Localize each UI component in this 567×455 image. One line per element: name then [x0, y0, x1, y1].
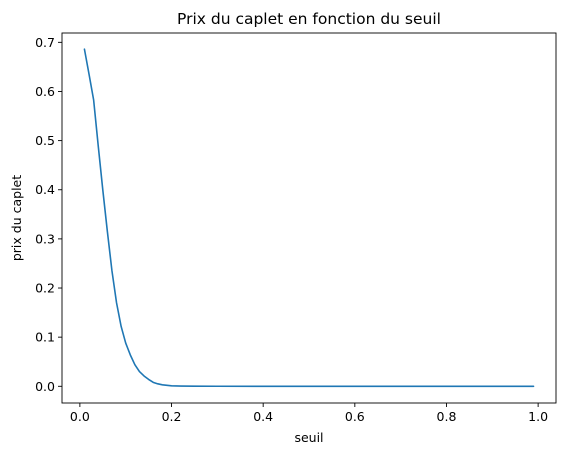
x-tick-label: 0.8: [437, 409, 457, 424]
y-tick-label: 0.5: [35, 133, 55, 148]
x-axis-label: seuil: [294, 430, 323, 445]
axes-frame: [61, 32, 557, 404]
y-tick-label: 0.6: [35, 84, 55, 99]
series-line: [83, 48, 535, 388]
x-tick-label: 0.0: [70, 409, 90, 424]
x-tick-label: 0.4: [253, 409, 273, 424]
x-tick-label: 1.0: [528, 409, 548, 424]
y-axis-label: prix du caplet: [9, 175, 24, 261]
x-tick-label: 0.2: [162, 409, 182, 424]
y-tick-label: 0.7: [35, 35, 55, 50]
y-tick-label: 0.4: [35, 182, 55, 197]
y-tick-label: 0.1: [35, 330, 55, 345]
chart-title: Prix du caplet en fonction du seuil: [177, 10, 441, 28]
y-tick-label: 0.0: [35, 379, 55, 394]
y-tick-label: 0.2: [35, 281, 55, 296]
x-tick-label: 0.6: [345, 409, 365, 424]
y-tick-label: 0.3: [35, 231, 55, 246]
